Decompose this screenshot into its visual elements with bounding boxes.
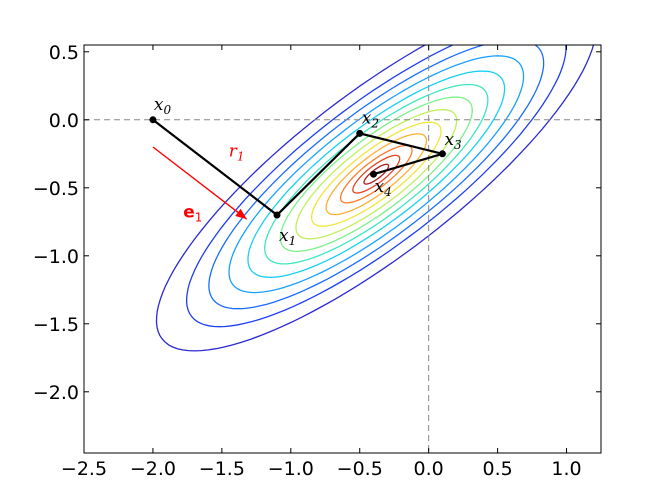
y-tick-label: −2.0 (33, 382, 79, 404)
plot-frame (83, 44, 602, 454)
contour-line (228, 55, 525, 294)
contour-line (247, 70, 506, 278)
contour-line (264, 83, 489, 265)
iteration-point (370, 170, 378, 178)
direction-arrow (152, 146, 248, 220)
y-tick-label: −1.5 (33, 314, 79, 336)
annotation-group: r1 e1 (152, 142, 248, 225)
x-tick-label: −1.0 (268, 458, 314, 480)
iteration-point (438, 150, 446, 158)
iteration-point (356, 129, 364, 137)
x-tick-label: −0.5 (337, 458, 383, 480)
x-tick-label: 0.0 (414, 458, 444, 480)
point-label: x4 (375, 177, 392, 199)
x-tick-label: 0.5 (482, 458, 512, 480)
contour-line (279, 96, 473, 252)
x-tick-label: −1.5 (199, 458, 245, 480)
point-label: x0 (154, 95, 172, 117)
y-tick-label: −1.0 (33, 246, 79, 268)
contour-line (310, 121, 442, 227)
y-tick-label: 0.0 (49, 110, 79, 132)
contour-line (325, 133, 428, 216)
direction-arrow-head (235, 208, 247, 220)
path-group: x0 x1 x2 x3 x4 (149, 95, 462, 248)
point-label: x2 (362, 108, 379, 130)
axis-ticks-group: −2.5 −2.0 −1.5 −1.0 −0.5 0.0 0.5 1.0 0.5 0.0 −0.5 −… (33, 42, 601, 480)
x-tick-label: −2.0 (130, 458, 176, 480)
iteration-point (149, 116, 157, 124)
residual-label: r1 (229, 142, 245, 164)
x-tick-label: −2.5 (61, 458, 107, 480)
x-tick-label: 1.0 (551, 458, 581, 480)
reference-lines-group (84, 45, 601, 453)
direction-vector-label: e1 (183, 203, 202, 225)
point-label: x1 (279, 226, 296, 248)
y-tick-label: 0.5 (49, 42, 79, 64)
contour-line (155, 45, 595, 352)
point-label: x3 (444, 130, 462, 152)
contour-line (339, 144, 413, 204)
contour-line (363, 163, 390, 185)
contour-line (208, 45, 545, 310)
y-tick-label: −0.5 (33, 178, 79, 200)
contours-group (155, 45, 595, 352)
contour-line (352, 154, 401, 194)
contour-line (185, 45, 567, 328)
contour-line (295, 108, 458, 240)
iteration-point (273, 211, 281, 219)
